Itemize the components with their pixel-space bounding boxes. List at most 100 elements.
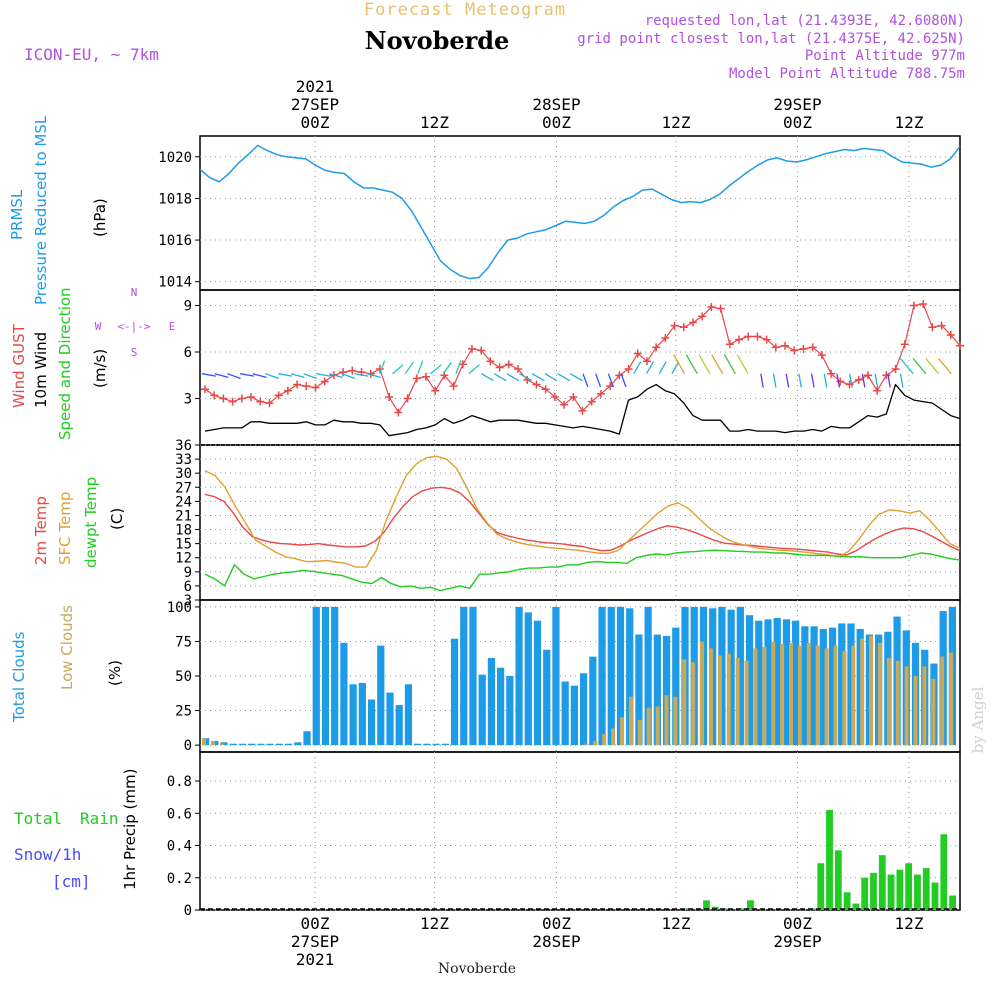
- top-hour-label: 12Z: [662, 113, 691, 132]
- gust-marker: [707, 303, 716, 312]
- sfc-temp-series: [204, 455, 961, 568]
- total-cloud-bar: [275, 743, 283, 746]
- snow-unit-label: [cm]: [52, 872, 91, 891]
- gust-marker: [652, 343, 661, 352]
- low-cloud-bar: [717, 655, 722, 746]
- y-tick-label: 3: [184, 392, 192, 408]
- low-cloud-bar: [602, 734, 607, 746]
- low-cloud-bar: [620, 717, 625, 746]
- pressure-series: [199, 144, 961, 280]
- gust-marker: [762, 335, 771, 344]
- wind-direction-arrow: [785, 373, 790, 388]
- wind-direction-arrow: [404, 361, 414, 375]
- low-cloud-bar: [655, 706, 660, 746]
- rain-bar: [817, 863, 825, 910]
- pressure-label-a: PRMSL: [8, 189, 26, 240]
- wind-direction-arrow: [354, 373, 369, 377]
- gust-marker: [274, 391, 283, 400]
- low-cloud-bar: [886, 658, 891, 746]
- total-cloud-bar: [607, 606, 615, 746]
- gust-marker: [293, 380, 302, 389]
- total-cloud-bar: [469, 606, 477, 746]
- gust-marker: [210, 391, 219, 400]
- wind-direction-arrow: [595, 373, 602, 388]
- gust-marker: [550, 392, 559, 401]
- rain-bar: [905, 863, 913, 910]
- low-cloud-bar: [860, 638, 865, 746]
- total-cloud-bar: [773, 617, 781, 746]
- gust-marker: [937, 321, 946, 330]
- gust-marker: [477, 346, 486, 355]
- gust-marker: [688, 318, 697, 327]
- low-cloud-bar: [931, 678, 936, 746]
- low-cloud-bar: [744, 660, 749, 746]
- gust-marker: [928, 323, 937, 332]
- rain-label-rain: Rain: [80, 809, 119, 828]
- total-cloud-bar: [460, 606, 468, 746]
- gust-marker: [873, 386, 882, 395]
- low-cloud-label: Low Clouds: [58, 605, 76, 690]
- gust-marker: [569, 392, 578, 401]
- gust-label: Wind GUST: [10, 323, 28, 408]
- total-cloud-bar: [589, 656, 597, 746]
- total-cloud-bar: [598, 606, 606, 746]
- gust-marker: [790, 346, 799, 355]
- wind-direction-arrow: [252, 373, 267, 378]
- rain-bar: [738, 908, 746, 910]
- rain-bar: [922, 868, 930, 910]
- cloud-unit-label: (%): [106, 660, 124, 686]
- total-cloud-bar: [515, 606, 523, 746]
- bottom-hour-label: 00Z: [542, 914, 571, 933]
- bottom-date-label: 29SEP: [773, 932, 821, 951]
- low-cloud-bar: [815, 645, 820, 746]
- sfc-temp-label: SFC Temp: [56, 492, 74, 565]
- top-hour-label: 12Z: [420, 113, 449, 132]
- total-cloud-bar: [533, 620, 542, 746]
- total-cloud-bar: [570, 685, 578, 746]
- gust-marker: [781, 341, 790, 350]
- model-altitude: Model Point Altitude 788.75m: [729, 66, 965, 82]
- total-cloud-bar: [358, 682, 366, 746]
- total-cloud-bar: [755, 620, 763, 746]
- gust-marker: [265, 399, 274, 408]
- total-cloud-bar: [294, 742, 302, 746]
- y-tick-label: 0.4: [167, 839, 192, 855]
- total-cloud-bar: [644, 606, 652, 746]
- wind-direction-arrow: [442, 361, 452, 375]
- bottom-year-label: 2021: [296, 950, 335, 969]
- gust-marker: [633, 349, 642, 358]
- total-cloud-bar: [561, 681, 569, 746]
- wind-direction-arrow: [673, 354, 686, 375]
- wind-direction-arrow: [214, 373, 229, 378]
- wind-direction-arrow: [874, 373, 879, 388]
- total-cloud-bar: [248, 743, 256, 746]
- t2m-series: [204, 486, 961, 556]
- y-tick-label: 15: [175, 537, 192, 553]
- total-cloud-bar: [386, 692, 394, 746]
- rain-label-total: Total: [14, 809, 62, 828]
- total-cloud-bar: [497, 667, 505, 746]
- y-tick-label: 36: [175, 438, 192, 454]
- low-cloud-bar: [664, 695, 669, 746]
- total-cloud-bar: [349, 684, 357, 746]
- gust-marker: [642, 357, 651, 366]
- total-cloud-bar: [727, 609, 735, 746]
- total-cloud-bar: [220, 742, 228, 746]
- total-cloud-bar: [635, 634, 643, 746]
- total-cloud-bar: [229, 743, 237, 746]
- compass-w: W: [95, 320, 102, 333]
- gust-marker: [716, 304, 725, 313]
- total-cloud-bar: [847, 623, 855, 746]
- wind-direction-arrow: [810, 373, 815, 388]
- wind-direction-arrow: [328, 373, 343, 378]
- total-cloud-bar: [782, 619, 791, 746]
- gust-marker: [863, 371, 872, 380]
- wind-direction-arrow: [430, 364, 442, 375]
- total-cloud-bar: [792, 620, 800, 746]
- y-tick-label: 12: [175, 551, 192, 567]
- low-cloud-bar: [735, 658, 740, 746]
- top-date-label: 28SEP: [532, 95, 580, 114]
- gust-marker: [283, 386, 292, 395]
- total-cloud-bar: [303, 731, 311, 746]
- gust-marker: [624, 365, 633, 374]
